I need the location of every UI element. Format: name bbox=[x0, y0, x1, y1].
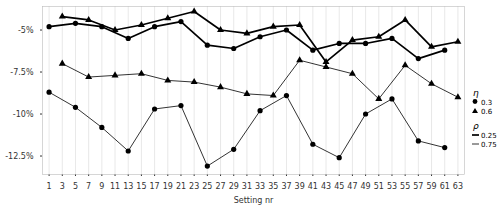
svg-text:47: 47 bbox=[347, 182, 357, 191]
svg-text:15: 15 bbox=[136, 182, 146, 191]
svg-text:33: 33 bbox=[255, 182, 265, 191]
svg-text:0.75: 0.75 bbox=[481, 141, 497, 149]
svg-text:-12.5%: -12.5% bbox=[5, 152, 34, 161]
svg-text:25: 25 bbox=[202, 182, 212, 191]
svg-text:43: 43 bbox=[321, 182, 331, 191]
svg-text:51: 51 bbox=[374, 182, 384, 191]
svg-text:0.3: 0.3 bbox=[481, 99, 492, 107]
svg-text:-10%: -10% bbox=[13, 110, 34, 119]
svg-text:-5%: -5% bbox=[18, 26, 34, 35]
svg-text:31: 31 bbox=[242, 182, 252, 191]
svg-text:11: 11 bbox=[110, 182, 120, 191]
svg-text:39: 39 bbox=[295, 182, 305, 191]
svg-text:0.6: 0.6 bbox=[481, 108, 493, 116]
svg-text:0.25: 0.25 bbox=[481, 132, 497, 140]
svg-text:45: 45 bbox=[334, 182, 344, 191]
svg-text:19: 19 bbox=[163, 182, 173, 191]
svg-text:57: 57 bbox=[413, 182, 423, 191]
svg-text:27: 27 bbox=[215, 182, 225, 191]
svg-text:17: 17 bbox=[150, 182, 160, 191]
svg-text:13: 13 bbox=[123, 182, 133, 191]
svg-text:37: 37 bbox=[281, 182, 291, 191]
svg-text:29: 29 bbox=[229, 182, 239, 191]
svg-text:49: 49 bbox=[361, 182, 371, 191]
svg-text:9: 9 bbox=[99, 182, 104, 191]
svg-text:55: 55 bbox=[400, 182, 410, 191]
svg-text:-7.5%: -7.5% bbox=[10, 68, 34, 77]
svg-text:41: 41 bbox=[308, 182, 318, 191]
svg-text:Setting nr: Setting nr bbox=[234, 196, 274, 205]
svg-text:η: η bbox=[473, 88, 479, 98]
svg-text:63: 63 bbox=[453, 182, 463, 191]
svg-text:35: 35 bbox=[268, 182, 278, 191]
svg-text:3: 3 bbox=[60, 182, 65, 191]
svg-text:21: 21 bbox=[176, 182, 186, 191]
svg-text:ρ: ρ bbox=[473, 121, 479, 131]
svg-text:1: 1 bbox=[47, 182, 52, 191]
svg-text:61: 61 bbox=[440, 182, 450, 191]
svg-text:5: 5 bbox=[73, 182, 78, 191]
svg-text:7: 7 bbox=[86, 182, 91, 191]
svg-text:59: 59 bbox=[426, 182, 436, 191]
svg-text:53: 53 bbox=[387, 182, 397, 191]
svg-text:23: 23 bbox=[189, 182, 199, 191]
